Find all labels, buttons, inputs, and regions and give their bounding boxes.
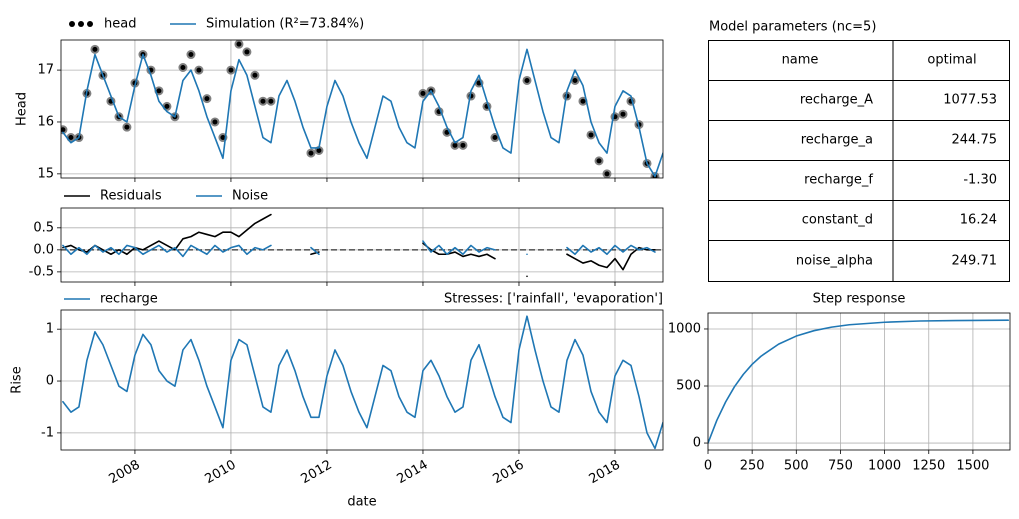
legend-marker [87, 21, 93, 27]
axes-frame [707, 312, 1011, 451]
series-line [62, 315, 663, 450]
panel-title: Stresses: ['rainfall', 'evaporation'] [444, 292, 663, 307]
y-tick-label: 0 [693, 436, 701, 451]
table-row-lines [708, 80, 1010, 241]
head-point [586, 130, 596, 140]
x-tick-label: 750 [828, 459, 853, 474]
head-point [602, 169, 612, 178]
head-point [90, 44, 100, 54]
series-line [62, 213, 656, 278]
head-point [306, 148, 316, 158]
table-cell: recharge_f [804, 173, 873, 188]
y-axis-label: Rise [10, 366, 25, 393]
series-line [708, 319, 1010, 444]
y-tick-label: 0 [46, 374, 54, 389]
y-tick-label: -0.5 [29, 264, 54, 279]
head-point [226, 65, 236, 75]
y-axis-label: Head [15, 92, 30, 126]
head-point [186, 50, 196, 60]
table-cell: 1077.53 [943, 93, 997, 108]
head-point [178, 62, 188, 72]
head-point [266, 96, 276, 106]
y-tick-label: 1 [46, 322, 54, 337]
table-cell: 249.71 [952, 254, 998, 269]
panel-title: Step response [813, 292, 906, 307]
legend-label: recharge [100, 292, 158, 307]
legend-label: head [104, 17, 136, 32]
series-line [62, 240, 656, 258]
axes-frame [60, 39, 664, 179]
y-tick-label: 500 [676, 379, 701, 394]
y-tick-label: 17 [37, 63, 54, 78]
x-tick-label: 1000 [868, 459, 901, 474]
head-point [202, 94, 212, 104]
head-point [594, 156, 604, 166]
head-point [250, 70, 260, 80]
head-point [522, 75, 532, 85]
x-axis-label: date [347, 495, 376, 510]
legend-label: Simulation (R²=73.84%) [206, 17, 364, 32]
table-cell: recharge_a [801, 133, 873, 148]
axes-frame [60, 309, 664, 451]
y-tick-label: 15 [37, 166, 54, 181]
legend-marker [78, 21, 84, 27]
head-point [618, 109, 628, 119]
legend-label: Noise [232, 189, 268, 204]
head-point [210, 117, 220, 127]
series-line [62, 48, 663, 178]
y-tick-label: 1000 [668, 321, 701, 336]
table-title: Model parameters (nc=5) [709, 20, 876, 35]
head-point [234, 40, 244, 49]
head-point [194, 65, 204, 75]
axes-frame [60, 207, 664, 283]
head-point [458, 140, 468, 150]
table-cell: 16.24 [960, 213, 997, 228]
legend-label: Residuals [100, 189, 162, 204]
y-tick-label: 0.5 [33, 220, 54, 235]
head-point [122, 122, 132, 132]
y-tick-label: -1 [41, 425, 54, 440]
legend-marker [69, 21, 75, 27]
table-cell: recharge_A [800, 93, 873, 108]
y-tick-label: 16 [37, 114, 54, 129]
table-cell: noise_alpha [796, 254, 873, 269]
x-tick-label: 250 [740, 459, 765, 474]
table-cell: 244.75 [952, 133, 998, 148]
table-header: optimal [927, 53, 976, 68]
y-tick-label: 0.0 [33, 242, 54, 257]
table-header: name [782, 53, 819, 68]
head-point [418, 88, 428, 98]
table-cell: constant_d [802, 213, 873, 228]
x-tick-label: 1500 [956, 459, 989, 474]
head-point [242, 47, 252, 57]
head-point [258, 96, 268, 106]
x-tick-label: 1250 [912, 459, 945, 474]
table-cell: -1.30 [963, 173, 997, 188]
x-tick-label: 0 [704, 459, 712, 474]
x-tick-label: 500 [784, 459, 809, 474]
